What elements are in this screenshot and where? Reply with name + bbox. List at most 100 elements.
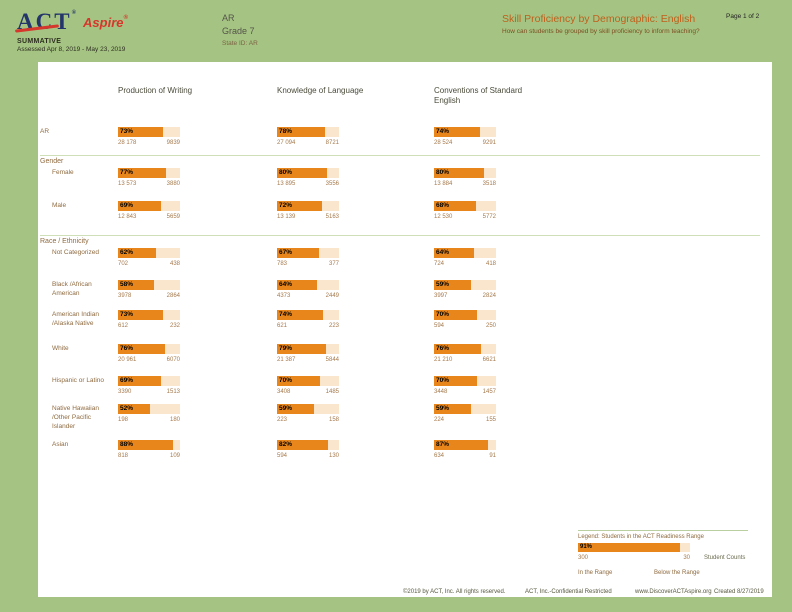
proficiency-bar: 69% <box>118 376 180 386</box>
state-id-label: State ID: AR <box>222 40 258 47</box>
bar-cell: 67% 783 377 <box>277 248 339 267</box>
in-range-count: 3448 <box>434 389 448 395</box>
row-label: Asian <box>52 441 69 448</box>
demographic-row: American Indian /Alaska Native 73% 612 2… <box>38 310 772 340</box>
bar-percent-label: 62% <box>120 249 134 256</box>
below-range-count: 155 <box>485 417 496 423</box>
student-counts: 3448 1457 <box>434 389 496 395</box>
student-counts: 4373 2449 <box>277 293 339 299</box>
below-range-count: 91 <box>489 453 496 459</box>
below-range-count: 2824 <box>482 293 496 299</box>
bar-percent-label: 68% <box>436 202 450 209</box>
proficiency-bar: 70% <box>434 376 496 386</box>
page-number: Page 1 of 2 <box>726 13 760 20</box>
aspire-logo-text: Aspire <box>83 15 124 30</box>
column-header-production-of-writing: Production of Writing <box>118 86 193 95</box>
row-label: White <box>52 345 69 352</box>
bar-fill <box>118 248 157 258</box>
proficiency-bar: 88% <box>118 440 180 450</box>
student-counts: 13 573 3880 <box>118 181 180 187</box>
below-range-count: 418 <box>485 261 496 267</box>
act-aspire-logo: ACT® Aspire® SUMMATIVE Assessed Apr 8, 20… <box>14 10 128 53</box>
in-range-count: 3997 <box>434 293 448 299</box>
bar-cell: 80% 13 895 3556 <box>277 168 339 187</box>
bar-cell: 68% 12 530 5772 <box>434 201 496 220</box>
legend-below-range-label: Below the Range <box>654 570 700 576</box>
student-counts: 3997 2824 <box>434 293 496 299</box>
bar-fill <box>277 168 327 178</box>
footer-created-date: Created 8/27/2019 <box>714 589 764 595</box>
proficiency-bar: 59% <box>434 404 496 414</box>
bar-cell: 77% 13 573 3880 <box>118 168 180 187</box>
in-range-count: 702 <box>118 261 129 267</box>
below-range-count: 158 <box>328 417 339 423</box>
demographic-row: Native Hawaiian /Other Pacific Islander … <box>38 404 772 434</box>
below-range-count: 2449 <box>325 293 339 299</box>
footer-website: www.DiscoverACTAspire.org <box>635 589 712 595</box>
proficiency-bar: 58% <box>118 280 180 290</box>
bar-cell: 73% 28 178 9839 <box>118 127 180 146</box>
row-label: AR <box>40 128 50 135</box>
below-range-count: 8721 <box>325 140 339 146</box>
below-range-count: 130 <box>328 453 339 459</box>
bar-cell: 76% 20 961 6070 <box>118 344 180 363</box>
legend-in-range-count: 300 <box>578 555 589 561</box>
bar-fill <box>434 310 478 320</box>
legend-counts-row: 300 30 Student Counts <box>578 555 748 563</box>
in-range-count: 621 <box>277 323 288 329</box>
student-counts: 3978 2864 <box>118 293 180 299</box>
bar-percent-label: 70% <box>436 311 450 318</box>
bar-percent-label: 80% <box>436 169 450 176</box>
bar-fill <box>277 440 328 450</box>
proficiency-bar: 67% <box>277 248 339 258</box>
bar-percent-label: 69% <box>120 202 134 209</box>
column-header-conventions: Conventions of Standard English <box>434 86 523 106</box>
in-range-count: 594 <box>434 323 445 329</box>
bar-cell: 52% 198 180 <box>118 404 180 423</box>
section-divider <box>40 155 760 156</box>
below-range-count: 3556 <box>325 181 339 187</box>
student-counts: 224 155 <box>434 417 496 423</box>
student-counts: 21 387 5844 <box>277 357 339 363</box>
proficiency-bar: 80% <box>434 168 496 178</box>
below-range-count: 223 <box>328 323 339 329</box>
bar-percent-label: 76% <box>120 345 134 352</box>
in-range-count: 13 139 <box>277 214 296 220</box>
bar-fill <box>434 344 482 354</box>
below-range-count: 5844 <box>325 357 339 363</box>
org-header: AR Grade 7 State ID: AR <box>222 13 258 47</box>
in-range-count: 4373 <box>277 293 291 299</box>
bar-cell: 88% 818 109 <box>118 440 180 459</box>
demographic-row: White 76% 20 961 6070 79% 21 387 5844 <box>38 344 772 374</box>
aspire-registered-mark: ® <box>123 15 128 21</box>
bar-percent-label: 87% <box>436 441 450 448</box>
bar-fill <box>434 440 488 450</box>
bar-fill <box>118 440 173 450</box>
bar-cell: 59% 224 155 <box>434 404 496 423</box>
proficiency-bar: 69% <box>118 201 180 211</box>
bar-fill <box>118 344 166 354</box>
demographic-row: Hispanic or Latino 69% 3390 1513 70% 340… <box>38 376 772 406</box>
student-counts: 3390 1513 <box>118 389 180 395</box>
proficiency-bar: 73% <box>118 127 180 137</box>
proficiency-bar: 59% <box>277 404 339 414</box>
footer-copyright: ©2019 by ACT, Inc. All rights reserved. <box>403 589 506 595</box>
bar-fill <box>434 376 478 386</box>
bar-fill <box>277 376 321 386</box>
demographic-row: Not Categorized 62% 702 438 67% 783 377 <box>38 248 772 278</box>
student-counts: 13 139 5163 <box>277 214 339 220</box>
proficiency-bar: 62% <box>118 248 180 258</box>
in-range-count: 12 843 <box>118 214 137 220</box>
section-title-race-ethnicity: Race / Ethnicity <box>40 238 89 245</box>
student-counts: 198 180 <box>118 417 180 423</box>
bar-fill <box>118 310 164 320</box>
bar-percent-label: 69% <box>120 377 134 384</box>
bar-percent-label: 52% <box>120 405 134 412</box>
student-counts: 27 094 8721 <box>277 140 339 146</box>
column-header-knowledge-of-language: Knowledge of Language <box>277 86 364 95</box>
below-range-count: 109 <box>169 453 180 459</box>
demographic-row: AR 73% 28 178 9839 78% 27 094 8721 7 <box>38 127 772 157</box>
bar-fill <box>118 201 161 211</box>
bar-cell: 58% 3978 2864 <box>118 280 180 299</box>
proficiency-bar: 70% <box>434 310 496 320</box>
